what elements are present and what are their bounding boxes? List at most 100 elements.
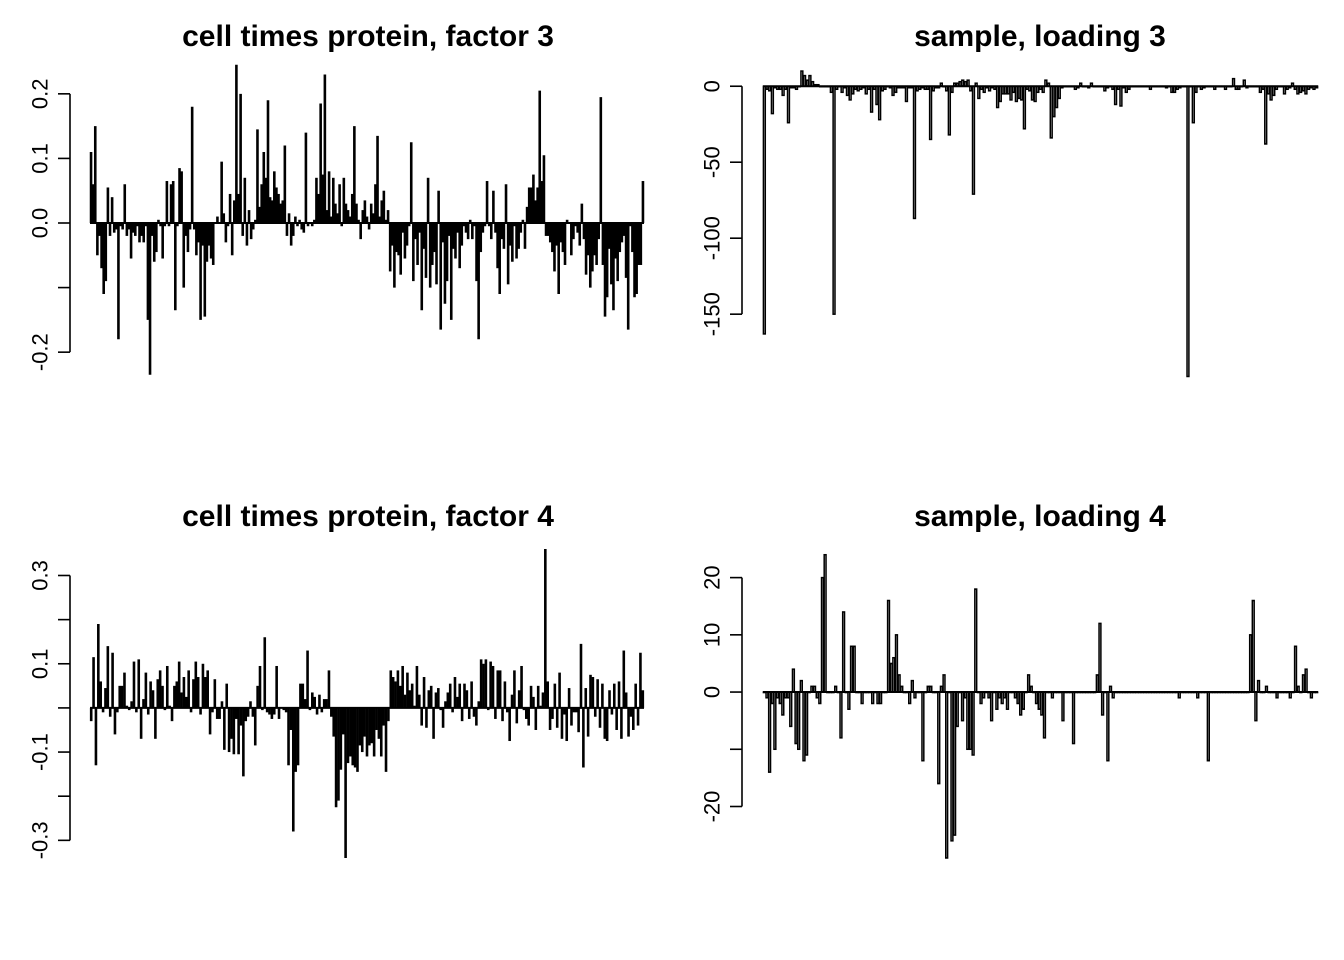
bar (832, 85, 836, 315)
y-tick-label: -0.2 (28, 333, 53, 371)
y-tick-label: 0 (700, 80, 725, 92)
bar (1009, 85, 1013, 101)
y-tick-label: 0.3 (28, 560, 53, 591)
bar (1019, 691, 1023, 716)
y-tick-label: 0 (700, 686, 725, 698)
bar (802, 691, 806, 762)
bar (875, 85, 879, 106)
panel-factor-4: cell times protein, factor 4 -0.3 -0.1 0.1… (28, 500, 645, 859)
bar (876, 691, 880, 705)
bar (1272, 85, 1276, 97)
bar (1186, 85, 1190, 378)
bar (891, 85, 895, 97)
bar (878, 691, 883, 705)
bar (908, 691, 912, 705)
bar (1266, 85, 1271, 95)
bar (952, 691, 957, 836)
y-tick-label: 0.1 (28, 143, 53, 174)
bar (945, 691, 949, 859)
bar (998, 85, 1002, 103)
bar (968, 691, 973, 751)
bar (955, 691, 959, 728)
bar (1206, 691, 1210, 762)
bar (971, 85, 976, 195)
bar (1254, 691, 1258, 722)
bar (804, 691, 809, 756)
y-tick-label: -0.3 (28, 821, 53, 859)
bar (1016, 691, 1020, 705)
bar (1251, 599, 1255, 693)
bar (979, 691, 983, 705)
bar (860, 691, 864, 705)
bar (1001, 85, 1005, 95)
bar (1264, 85, 1268, 145)
bar (1026, 674, 1031, 693)
bar (1006, 85, 1011, 95)
bar (947, 85, 952, 136)
bar (937, 691, 941, 785)
bar (847, 691, 851, 710)
bar (800, 70, 804, 87)
bar (839, 691, 843, 739)
bar (974, 588, 978, 693)
bar (864, 85, 868, 95)
bar (818, 691, 822, 705)
y-tick-label: 10 (700, 623, 725, 647)
y-tick-label: 0.1 (28, 648, 53, 679)
bar (791, 668, 796, 693)
bar (904, 85, 909, 103)
chart-title-loading-4: sample, loading 4 (914, 500, 1166, 533)
bar (1017, 85, 1021, 100)
bar (823, 553, 827, 693)
bar (849, 645, 854, 693)
bar (1100, 691, 1105, 716)
bar (897, 674, 901, 693)
y-tick-label: -50 (700, 146, 725, 178)
chart-title-factor-4: cell times protein, factor 4 (182, 500, 554, 533)
panel-loading-3: sample, loading 3 -150 -100 -50 0 (700, 20, 1319, 378)
bar (877, 85, 882, 121)
bar (910, 679, 914, 693)
bar (1248, 634, 1253, 693)
bar (928, 85, 933, 141)
chart-title-loading-3: sample, loading 3 (914, 20, 1166, 53)
bar (1113, 85, 1118, 106)
bar (1021, 691, 1025, 710)
bar (851, 85, 855, 95)
y-tick-label: -100 (700, 216, 725, 260)
bar (770, 691, 774, 705)
bar (871, 691, 875, 705)
bar (1034, 691, 1039, 705)
bar (1022, 85, 1027, 130)
bar (869, 85, 874, 113)
bar (966, 691, 970, 751)
y-tick-label: -0.1 (28, 733, 53, 771)
bar (1005, 691, 1010, 710)
bar (1071, 691, 1076, 745)
bar (770, 85, 775, 115)
bar (977, 85, 981, 100)
bar (950, 691, 954, 842)
bar (799, 679, 803, 693)
bar (1256, 679, 1261, 693)
bar (1282, 85, 1287, 95)
bar (1095, 674, 1099, 693)
bar (1037, 691, 1041, 710)
bar (820, 576, 825, 693)
bar (1052, 85, 1056, 118)
bar (894, 634, 899, 693)
bar (942, 674, 946, 693)
bar (762, 85, 767, 335)
bar (786, 85, 791, 124)
bar (1304, 85, 1308, 95)
y-tick-label: -20 (700, 791, 725, 823)
bar (995, 85, 1000, 109)
bar (789, 691, 793, 728)
bar (1119, 85, 1123, 107)
bar (808, 74, 812, 87)
bar (1304, 668, 1308, 693)
bar (845, 85, 850, 97)
bar (971, 691, 975, 756)
bar (1020, 85, 1024, 101)
